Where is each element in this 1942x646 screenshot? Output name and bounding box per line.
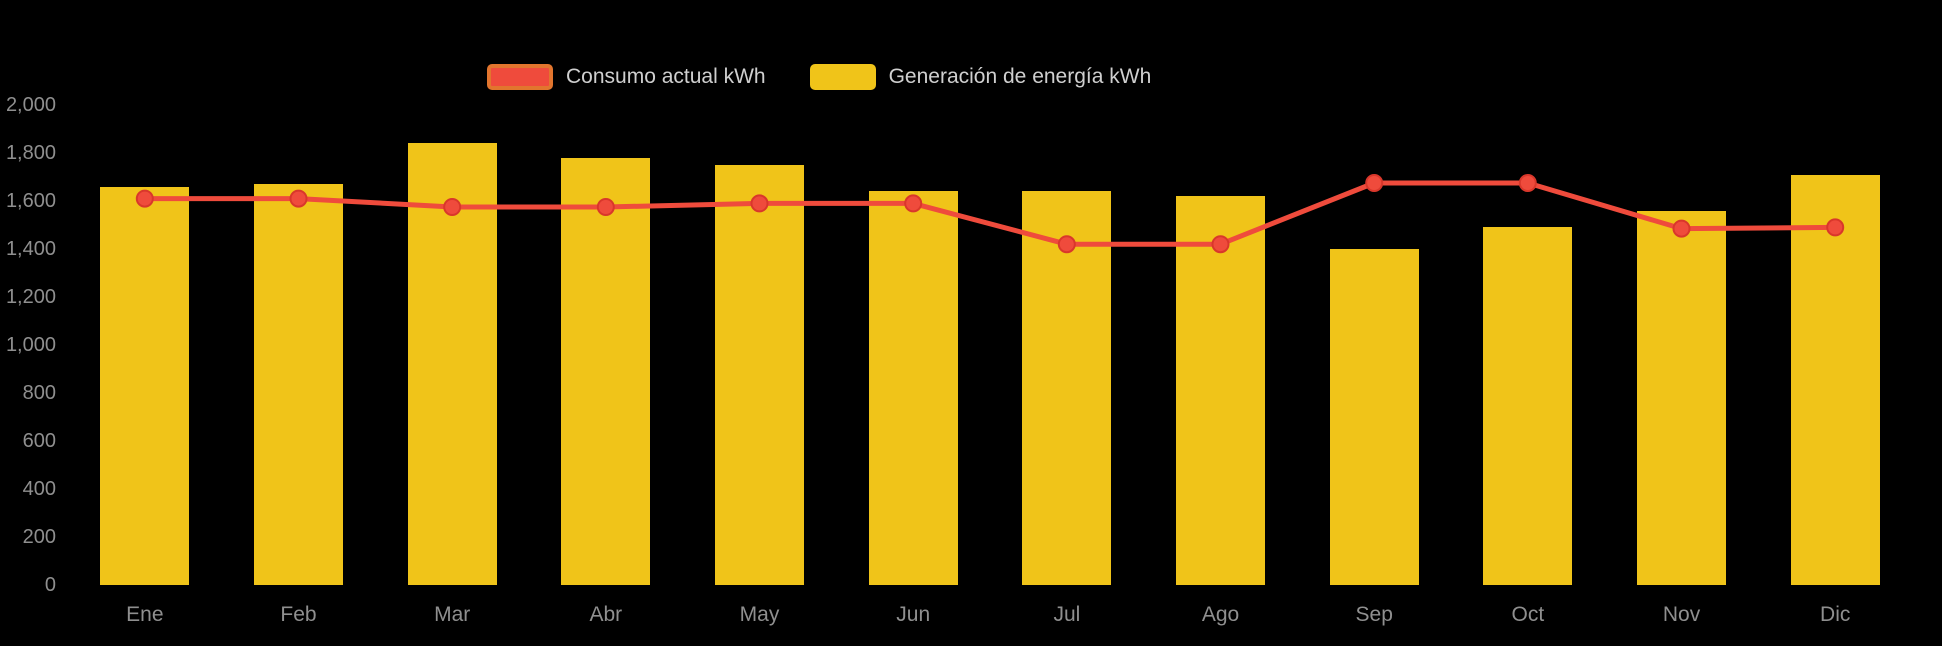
line-marker-Oct[interactable] [1518, 174, 1537, 192]
legend-item-consumo[interactable]: Consumo actual kWh [487, 64, 766, 90]
bar-column-Dic [1758, 105, 1912, 585]
bar-column-May [683, 105, 837, 585]
generation-bar-Feb[interactable] [253, 184, 344, 585]
line-marker-Nov[interactable] [1672, 219, 1691, 238]
y-tick-label: 0 [44, 574, 56, 596]
line-marker-Abr[interactable] [596, 198, 615, 216]
generation-bar-May[interactable] [714, 165, 805, 585]
generacion-bar-swatch [809, 64, 876, 90]
line-marker-Sep[interactable] [1365, 174, 1384, 192]
bar-column-Jul [990, 105, 1144, 585]
generation-bar-Dic[interactable] [1790, 174, 1880, 585]
y-tick-label: 200 [22, 526, 56, 548]
bar-column-Oct [1451, 105, 1605, 585]
legend-item-generacion[interactable]: Generación de energía kWh [809, 64, 1152, 90]
y-tick-label: 1,000 [5, 334, 56, 356]
bar-column-Jun [836, 105, 990, 585]
x-tick-label-Oct: Oct [1511, 603, 1545, 626]
generation-bar-Mar[interactable] [407, 143, 497, 585]
x-tick-label-Jun: Jun [896, 603, 931, 626]
generation-bar-Sep[interactable] [1329, 249, 1419, 585]
y-tick-label: 1,200 [5, 286, 56, 308]
line-marker-Jul[interactable] [1057, 235, 1076, 254]
generation-bar-Ene[interactable] [100, 186, 190, 585]
y-tick-label: 1,600 [5, 190, 56, 212]
x-tick-label-Abr: Abr [589, 603, 623, 626]
x-tick-label-Ene: Ene [126, 603, 164, 626]
bar-column-Feb [222, 105, 376, 585]
generation-bar-Nov[interactable] [1636, 210, 1727, 585]
x-axis: Ene Feb Mar Abr May Jun Jul Ago Sep Oct Nov Dic [68, 603, 1912, 627]
generation-bar-Jul[interactable] [1022, 191, 1112, 585]
line-marker-Feb[interactable] [289, 189, 308, 208]
generation-bar-Ago[interactable] [1175, 196, 1266, 585]
bar-column-Ago [1144, 105, 1298, 585]
bar-column-Abr [529, 105, 683, 585]
line-marker-Mar[interactable] [443, 198, 462, 216]
legend-label: Generación de energía kWh [888, 65, 1152, 88]
generation-bars [68, 105, 1912, 585]
x-tick-label-Jul: Jul [1053, 603, 1081, 626]
y-tick-label: 600 [22, 430, 56, 452]
y-axis: 0 200 400 600 800 1,000 1,200 1,400 1,600 1,800 2,… [0, 0, 56, 646]
line-marker-Ene[interactable] [135, 189, 154, 208]
line-marker-May[interactable] [750, 194, 769, 213]
consumption-line [142, 180, 1838, 247]
line-marker-Ago[interactable] [1211, 235, 1230, 254]
legend-label: Consumo actual kWh [566, 65, 766, 88]
x-tick-label-Sep: Sep [1355, 603, 1393, 626]
bar-column-Mar [375, 105, 529, 585]
consumo-line-swatch [487, 64, 553, 90]
chart-legend: Consumo actual kWh Generación de energía… [487, 64, 1151, 90]
x-tick-label-Feb: Feb [280, 603, 317, 626]
bar-column-Ene [68, 105, 222, 585]
y-tick-label: 800 [22, 382, 56, 404]
consumption-line-layer [135, 174, 1845, 254]
bar-column-Sep [1297, 105, 1451, 585]
y-tick-label: 1,800 [5, 142, 56, 164]
x-tick-label-May: May [739, 603, 780, 626]
x-tick-label-Dic: Dic [1820, 603, 1851, 626]
bar-column-Nov [1605, 105, 1759, 585]
generation-bar-Abr[interactable] [561, 157, 651, 585]
plot-area [68, 105, 1912, 585]
line-marker-Dic[interactable] [1826, 218, 1845, 237]
line-marker-Jun[interactable] [904, 194, 923, 213]
generation-bar-Jun[interactable] [868, 191, 958, 585]
x-tick-label-Nov: Nov [1662, 603, 1701, 626]
y-tick-label: 400 [22, 478, 56, 500]
x-tick-label-Ago: Ago [1201, 603, 1240, 626]
y-tick-label: 1,400 [5, 238, 56, 260]
x-tick-label-Mar: Mar [434, 603, 471, 626]
generation-bar-Oct[interactable] [1483, 227, 1573, 585]
y-tick-label: 2,000 [5, 94, 56, 116]
